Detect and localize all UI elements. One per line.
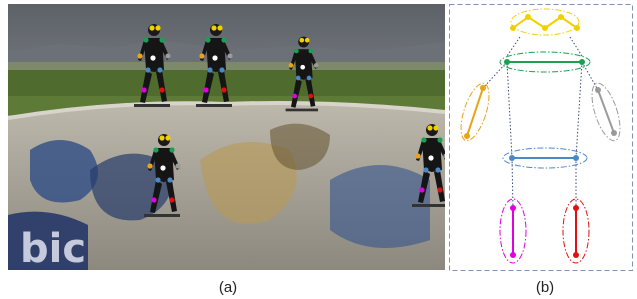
keypoint xyxy=(159,37,164,42)
keypoint xyxy=(153,147,158,152)
keypoint xyxy=(151,197,156,202)
keypoint xyxy=(308,94,313,99)
keypoint xyxy=(141,87,146,92)
skeleton-diagram xyxy=(450,5,633,271)
keypoint xyxy=(294,49,299,54)
keypoint xyxy=(427,125,432,130)
keypoint xyxy=(159,135,164,140)
keypoint xyxy=(421,137,426,142)
caption: (a) xyxy=(219,279,237,296)
keypoint xyxy=(221,87,226,92)
keypoint xyxy=(165,135,170,140)
keypoint xyxy=(167,177,172,182)
keypoint xyxy=(435,167,440,172)
keypoint xyxy=(314,63,319,68)
board xyxy=(412,204,448,207)
keypoint xyxy=(143,37,148,42)
keypoint xyxy=(160,165,165,170)
keypoint xyxy=(169,147,174,152)
keypoint xyxy=(145,67,150,72)
keypoint xyxy=(219,67,224,72)
graffiti xyxy=(30,140,98,203)
board xyxy=(196,104,232,107)
keypoint xyxy=(419,187,424,192)
keypoint xyxy=(300,65,305,70)
keypoint xyxy=(415,153,420,158)
keypoint xyxy=(437,137,442,142)
keypoint xyxy=(157,67,162,72)
keypoint xyxy=(150,55,155,60)
keypoint xyxy=(205,37,210,42)
keypoint xyxy=(147,163,152,168)
keypoint xyxy=(165,53,170,58)
keypoint xyxy=(308,49,313,54)
keypoint xyxy=(203,87,208,92)
keypoint xyxy=(221,37,226,42)
keypoint xyxy=(155,177,160,182)
keypoint xyxy=(289,63,294,68)
graffiti-letters: bic xyxy=(20,226,86,272)
keypoint xyxy=(212,55,217,60)
keypoint xyxy=(211,25,216,30)
keypoint xyxy=(433,125,438,130)
keypoint xyxy=(149,25,154,30)
keypoint xyxy=(423,167,428,172)
keypoint xyxy=(207,67,212,72)
photo: bic xyxy=(8,4,449,272)
keypoint xyxy=(227,53,232,58)
keypoint xyxy=(137,53,142,58)
keypoint xyxy=(307,76,312,81)
board xyxy=(134,104,170,107)
keypoint xyxy=(217,25,222,30)
panel-frame xyxy=(450,5,633,271)
keypoint xyxy=(437,187,442,192)
keypoint xyxy=(169,197,174,202)
keypoint xyxy=(299,38,304,43)
keypoint xyxy=(296,76,301,81)
keypoint xyxy=(175,163,180,168)
caption: (b) xyxy=(536,279,554,296)
board xyxy=(286,109,318,112)
keypoint xyxy=(199,53,204,58)
keypoint xyxy=(159,87,164,92)
figure: bic (a) xyxy=(0,0,637,299)
keypoint xyxy=(305,38,310,43)
page: bic (a) xyxy=(0,0,637,299)
keypoint xyxy=(155,25,160,30)
keypoint xyxy=(292,94,297,99)
board xyxy=(144,214,180,217)
keypoint xyxy=(443,153,448,158)
keypoint xyxy=(428,155,433,160)
